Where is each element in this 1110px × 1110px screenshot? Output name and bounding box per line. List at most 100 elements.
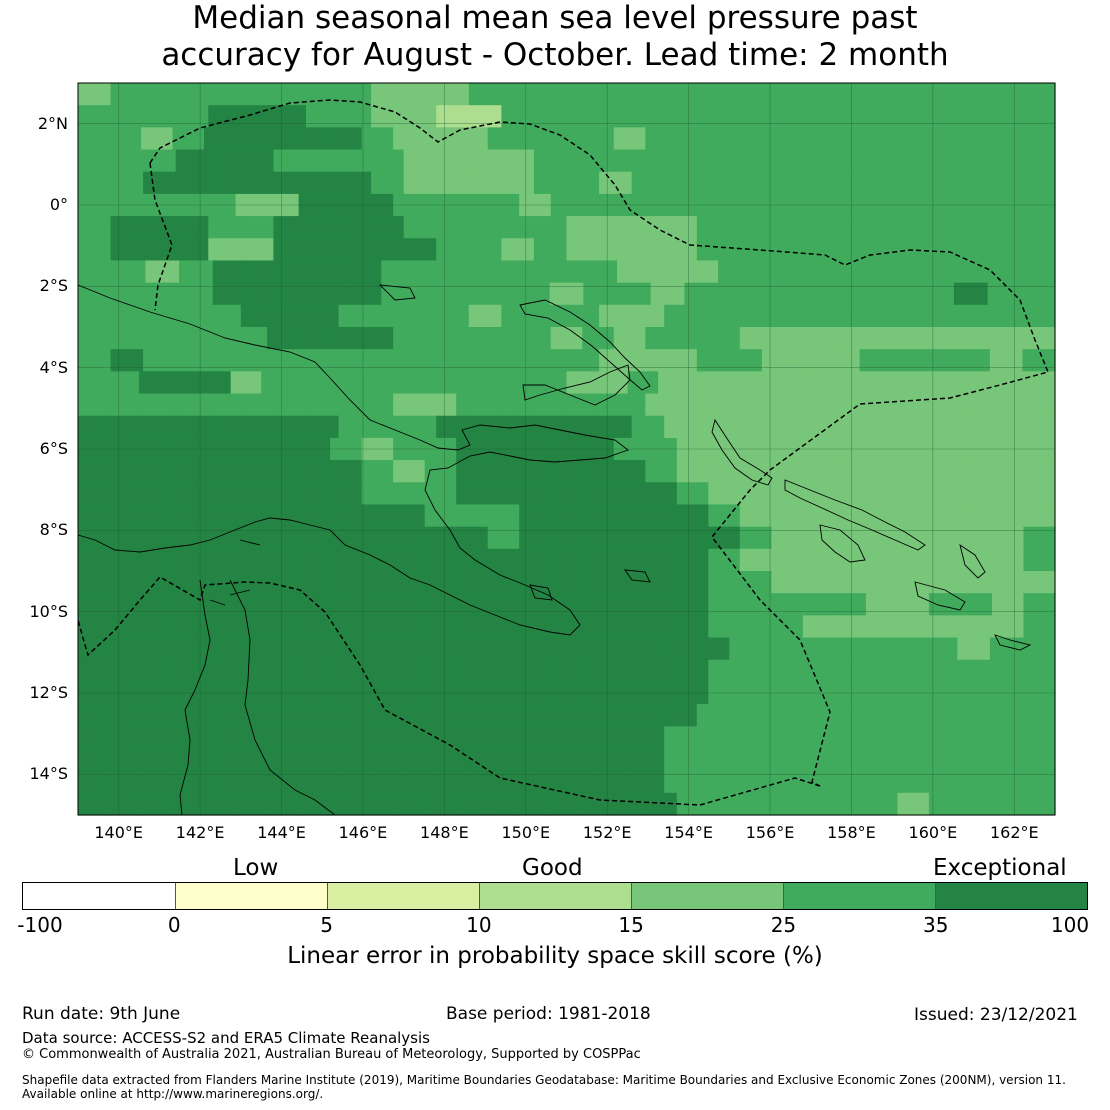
skill-grid-cell bbox=[613, 548, 646, 572]
lon-label: 140°E bbox=[94, 823, 144, 842]
skill-grid-cell bbox=[960, 615, 993, 639]
skill-grid-cell bbox=[291, 371, 323, 395]
skill-grid-cell bbox=[235, 127, 268, 151]
skill-grid-cell bbox=[347, 260, 382, 284]
colorbar-tick-label: 35 bbox=[922, 913, 949, 937]
skill-grid-cell bbox=[305, 770, 340, 794]
skill-grid-cell bbox=[991, 526, 1025, 550]
skill-grid-cell bbox=[802, 571, 835, 594]
skill-grid-cell bbox=[204, 548, 237, 572]
copyright-notice: © Commonwealth of Australia 2021, Austra… bbox=[22, 1047, 641, 1062]
skill-grid-cell bbox=[280, 282, 315, 306]
skill-grid-cell bbox=[208, 726, 242, 750]
skill-grid-cell bbox=[371, 304, 405, 328]
skill-grid-cell bbox=[1023, 571, 1056, 594]
skill-grid-cell bbox=[533, 704, 568, 727]
skill-grid-cell bbox=[305, 238, 340, 262]
skill-grid-cell bbox=[582, 792, 615, 816]
eez-boundaries bbox=[77, 99, 1050, 806]
skill-grid-cell bbox=[957, 238, 991, 262]
skill-grid-cell bbox=[566, 415, 600, 439]
skill-grid-cell bbox=[533, 748, 568, 772]
skill-grid-cell bbox=[468, 149, 502, 173]
skill-grid-cell bbox=[566, 216, 600, 239]
skill-grid-cell bbox=[487, 393, 520, 417]
skill-grid-cell bbox=[819, 260, 854, 284]
eez-boundary-png-north bbox=[149, 99, 1050, 787]
skill-grid-cell bbox=[361, 659, 394, 683]
skill-grid-cell bbox=[991, 127, 1025, 151]
skill-grid-cell bbox=[110, 83, 144, 106]
skill-grid-cell bbox=[143, 726, 177, 750]
skill-grid-cell bbox=[957, 216, 991, 239]
skill-grid-cell bbox=[361, 615, 394, 639]
skill-grid-cell bbox=[794, 171, 828, 195]
skill-grid-cell bbox=[1022, 304, 1056, 328]
skill-grid-cell bbox=[739, 127, 772, 151]
skill-grid-cell bbox=[487, 548, 520, 572]
skill-grid-cell bbox=[631, 637, 665, 661]
skill-grid-cell bbox=[208, 149, 242, 173]
skill-grid-cell bbox=[827, 171, 861, 195]
skill-grid-cell bbox=[235, 548, 268, 572]
skill-grid-cell bbox=[794, 770, 828, 794]
skill-grid-cell bbox=[989, 238, 1024, 262]
skill-grid-cell bbox=[110, 238, 144, 262]
skill-grid-cell bbox=[111, 282, 146, 306]
skill-grid-cell bbox=[109, 327, 142, 350]
skill-grid-cell bbox=[424, 548, 457, 572]
skill-grid-cell bbox=[613, 792, 646, 816]
skill-grid-cell bbox=[696, 149, 730, 173]
skill-grid-cell bbox=[424, 127, 457, 151]
skill-grid-cell bbox=[175, 105, 209, 128]
skill-grid-cell bbox=[208, 704, 242, 727]
lon-label: 148°E bbox=[420, 823, 469, 842]
skill-grid-cell bbox=[204, 504, 237, 528]
skill-grid-cell bbox=[482, 260, 517, 284]
skill-grid-cell bbox=[865, 127, 899, 151]
skill-grid-cell bbox=[761, 748, 796, 772]
skill-grid-cell bbox=[501, 216, 535, 239]
skill-grid-cell bbox=[827, 83, 861, 106]
skill-grid-cell bbox=[487, 460, 520, 483]
skill-grid-cell bbox=[109, 393, 142, 417]
skill-grid-cell bbox=[204, 127, 237, 151]
skill-grid-cell bbox=[658, 371, 690, 395]
skill-grid-cell bbox=[599, 704, 633, 727]
skill-grid-cell bbox=[172, 659, 205, 683]
skill-grid-cell bbox=[865, 327, 899, 350]
skill-grid-cell bbox=[267, 659, 300, 683]
skill-grid-cell bbox=[897, 792, 930, 816]
skill-grid-cell bbox=[110, 748, 144, 772]
skill-grid-cell bbox=[235, 593, 268, 616]
skill-grid-cell bbox=[761, 83, 796, 106]
skill-grid-cell bbox=[696, 105, 730, 128]
skill-grid-cell bbox=[566, 704, 600, 727]
skill-grid-cell bbox=[330, 393, 363, 417]
skill-grid-cell bbox=[631, 704, 665, 727]
skill-grid-cell bbox=[456, 460, 489, 483]
skill-grid-cell bbox=[313, 260, 349, 284]
skill-grid-cell bbox=[338, 704, 372, 727]
solomon-islands-coastline-1 bbox=[784, 479, 926, 551]
skill-grid-cell bbox=[739, 393, 772, 417]
skill-grid-cell bbox=[920, 282, 955, 306]
skill-grid-cell bbox=[989, 105, 1024, 128]
skill-grid-cell bbox=[859, 216, 893, 239]
skill-grid-cell bbox=[924, 415, 958, 439]
skill-grid-cell bbox=[1023, 792, 1056, 816]
skill-grid-cell bbox=[631, 171, 665, 195]
skill-grid-cell bbox=[696, 216, 730, 239]
skill-grid-cell bbox=[924, 304, 958, 328]
skill-grid-cell bbox=[960, 792, 993, 816]
skill-grid-cell bbox=[468, 238, 502, 262]
skill-grid-cell bbox=[143, 105, 177, 128]
skill-grid-cell bbox=[761, 704, 796, 727]
skill-grid-cell bbox=[696, 770, 730, 794]
skill-grid-cell bbox=[708, 460, 741, 483]
skill-grid-cell bbox=[708, 615, 741, 639]
skill-grid-cell bbox=[684, 260, 719, 284]
skill-grid-cell bbox=[78, 327, 111, 350]
colorbar-tick-label: 0 bbox=[167, 913, 181, 937]
skill-grid-cell bbox=[991, 504, 1025, 528]
